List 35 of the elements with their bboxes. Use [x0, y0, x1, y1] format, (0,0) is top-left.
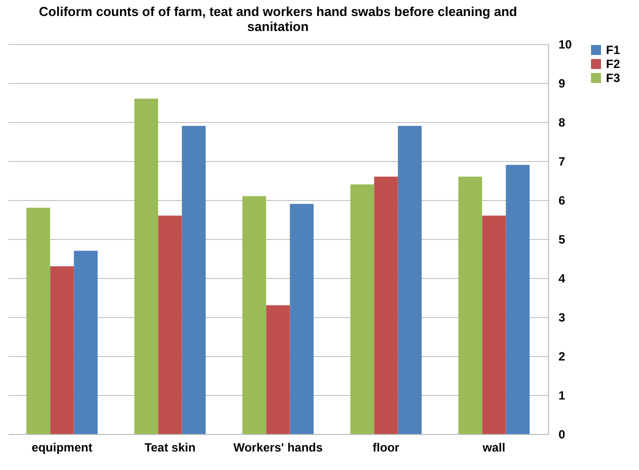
bar: [158, 216, 182, 434]
bar: [482, 216, 506, 434]
bar: [242, 196, 266, 434]
bar: [266, 305, 290, 434]
x-tick-label: wall: [482, 440, 506, 454]
y-tick-label: 2: [558, 350, 566, 364]
chart-title: Coliform counts of of farm, teat and workers hand swabs before cleaning and sanitation: [38, 4, 518, 34]
y-tick-label: 1: [558, 388, 566, 402]
bar: [458, 176, 482, 434]
legend-label: F1: [606, 43, 620, 57]
x-tick-label: Teat skin: [144, 440, 196, 454]
y-tick-label: 8: [558, 116, 566, 130]
bar: [506, 164, 530, 434]
y-tick-label: 5: [558, 232, 566, 246]
bar: [182, 126, 206, 434]
y-tick-label: 0: [558, 428, 566, 442]
x-tick-label: Workers' hands: [233, 440, 323, 454]
y-tick-label: 10: [558, 38, 572, 52]
y-tick-label: 4: [558, 272, 566, 286]
x-tick-label: floor: [372, 440, 400, 454]
bar: [290, 204, 314, 434]
bar: [350, 184, 374, 434]
y-tick-label: 6: [558, 194, 566, 208]
bar: [374, 176, 398, 434]
bar: [134, 98, 158, 434]
y-tick-label: 9: [558, 76, 566, 90]
x-tick-label: equipment: [32, 440, 92, 454]
bar: [50, 266, 74, 434]
bar: [74, 250, 98, 434]
bar: [398, 126, 422, 434]
y-tick-label: 7: [558, 154, 566, 168]
legend-label: F2: [606, 57, 620, 71]
legend-label: F3: [606, 71, 620, 85]
y-tick-label: 3: [558, 310, 566, 324]
bar: [26, 208, 50, 434]
